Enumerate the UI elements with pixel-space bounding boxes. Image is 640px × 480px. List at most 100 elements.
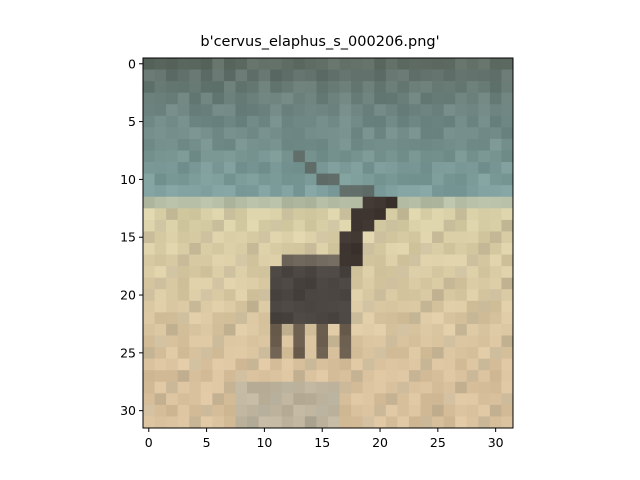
image-pixel — [223, 173, 236, 186]
image-pixel — [200, 393, 213, 406]
image-pixel — [362, 196, 375, 209]
image-pixel — [293, 358, 306, 371]
image-pixel — [189, 393, 202, 406]
image-pixel — [154, 81, 167, 94]
image-pixel — [316, 381, 329, 394]
x-tick-label: 10 — [256, 435, 272, 450]
image-pixel — [455, 231, 468, 244]
image-pixel — [200, 150, 213, 163]
image-pixel — [501, 243, 514, 255]
image-pixel — [281, 300, 294, 313]
image-pixel — [328, 185, 340, 198]
image-pixel — [293, 254, 306, 267]
image-pixel — [293, 81, 306, 94]
image-pixel — [362, 312, 375, 325]
image-pixel — [143, 312, 155, 325]
image-pixel — [328, 92, 340, 105]
image-pixel — [177, 208, 190, 221]
x-axis: 0 5 10 15 20 25 30 — [145, 428, 504, 450]
image-pixel — [212, 185, 225, 198]
image-pixel — [270, 289, 283, 302]
image-pixel — [281, 347, 294, 360]
image-pixel — [235, 266, 248, 279]
image-pixel — [189, 370, 202, 383]
image-pixel — [223, 150, 236, 163]
image-pixel — [397, 173, 410, 186]
image-pixel — [270, 381, 283, 394]
image-pixel — [385, 323, 398, 336]
image-pixel — [455, 104, 468, 117]
image-pixel — [154, 347, 167, 360]
image-pixel — [212, 335, 225, 348]
image-pixel — [212, 138, 225, 151]
image-pixel — [154, 162, 167, 175]
image-pixel — [385, 92, 398, 105]
image-pixel — [408, 370, 421, 383]
image-pixel — [258, 404, 271, 417]
image-pixel — [420, 104, 433, 117]
image-pixel — [374, 138, 387, 151]
image-pixel — [374, 104, 387, 117]
image-pixel — [385, 370, 398, 383]
image-pixel — [189, 127, 202, 140]
image-pixel — [200, 138, 213, 151]
image-pixel — [200, 323, 213, 336]
image-pixel — [316, 370, 329, 383]
image-pixel — [247, 104, 260, 117]
image-pixel — [177, 185, 190, 198]
image-pixel — [200, 416, 213, 429]
image-pixel — [212, 277, 225, 290]
image-pixel — [247, 162, 260, 175]
image-pixel — [362, 243, 375, 255]
image-pixel — [489, 416, 502, 429]
image-pixel — [466, 277, 479, 290]
image-pixel — [304, 81, 317, 94]
image-pixel — [304, 185, 317, 198]
image-pixel — [328, 335, 340, 348]
image-pixel — [200, 266, 213, 279]
image-pixel — [466, 185, 479, 198]
image-pixel — [281, 312, 294, 325]
image-pixel — [212, 173, 225, 186]
image-pixel — [281, 289, 294, 302]
image-pixel — [304, 127, 317, 140]
image-pixel — [385, 358, 398, 371]
image-pixel — [166, 138, 179, 151]
image-pixel — [362, 104, 375, 117]
image-pixel — [328, 173, 340, 186]
image-pixel — [351, 358, 364, 371]
image-pixel — [408, 347, 421, 360]
image-pixel — [362, 58, 375, 70]
image-pixel — [478, 277, 491, 290]
image-pixel — [270, 196, 283, 209]
image-pixel — [235, 254, 248, 267]
image-pixel — [247, 347, 260, 360]
image-pixel — [432, 277, 445, 290]
image-pixel — [154, 127, 167, 140]
image-pixel — [455, 381, 468, 394]
image-pixel — [466, 196, 479, 209]
image-pixel — [166, 231, 179, 244]
image-pixel — [328, 104, 340, 117]
image-pixel — [489, 58, 502, 70]
image-pixel — [443, 404, 456, 417]
image-pixel — [420, 254, 433, 267]
image-pixel — [293, 196, 306, 209]
image-pixel — [223, 312, 236, 325]
image-pixel — [247, 370, 260, 383]
image-pixel — [397, 381, 410, 394]
image-pixel — [212, 416, 225, 429]
image-pixel — [351, 81, 364, 94]
image-pixel — [466, 162, 479, 175]
image-pixel — [154, 92, 167, 105]
image-pixel — [397, 300, 410, 313]
image-pixel — [374, 231, 387, 244]
image-pixel — [223, 381, 236, 394]
image-pixel — [374, 312, 387, 325]
image-pixel — [304, 208, 317, 221]
image-pixel — [362, 208, 375, 221]
image-pixel — [189, 208, 202, 221]
image-pixel — [200, 243, 213, 255]
image-pixel — [200, 312, 213, 325]
